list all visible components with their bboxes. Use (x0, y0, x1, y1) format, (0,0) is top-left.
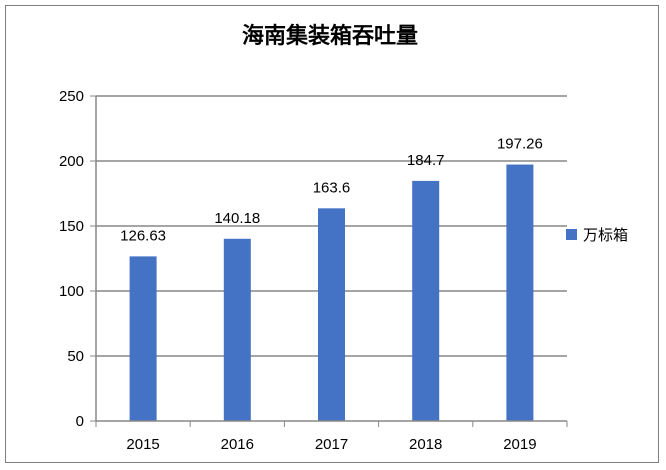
x-tick-label: 2017 (315, 436, 348, 453)
bar-2019 (506, 164, 534, 421)
y-tick-label: 50 (67, 348, 84, 365)
y-tick-label: 0 (76, 413, 84, 430)
bars (129, 164, 534, 421)
x-tick-label: 2015 (126, 436, 159, 453)
y-axis-ticks: 0 50 100 150 200 250 (59, 88, 96, 430)
y-tick-label: 150 (59, 218, 84, 235)
data-labels: 126.63 140.18 163.6 184.7 197.26 (120, 136, 543, 245)
x-tick-label: 2016 (221, 436, 254, 453)
legend-label: 万标箱 (583, 226, 628, 244)
y-tick-label: 200 (59, 153, 84, 170)
data-label-2019: 197.26 (497, 136, 543, 153)
bar-2015 (129, 256, 157, 421)
y-tick-label: 100 (59, 283, 84, 300)
data-label-2017: 163.6 (313, 179, 351, 196)
bar-2018 (412, 180, 440, 421)
x-tick-label: 2019 (503, 436, 536, 453)
bar-2017 (318, 208, 345, 421)
data-label-2015: 126.63 (120, 227, 166, 244)
legend-swatch (566, 229, 577, 240)
axes (95, 96, 567, 422)
data-label-2016: 140.18 (214, 210, 260, 227)
chart-title: 海南集装箱吞吐量 (242, 23, 418, 49)
bar-2016 (223, 238, 251, 421)
data-label-2018: 184.7 (407, 152, 445, 169)
x-tick-label: 2018 (409, 436, 442, 453)
x-axis-ticks: 2015 2016 2017 2018 2019 (95, 421, 568, 453)
legend: 万标箱 (566, 226, 628, 244)
y-tick-label: 250 (59, 88, 84, 105)
